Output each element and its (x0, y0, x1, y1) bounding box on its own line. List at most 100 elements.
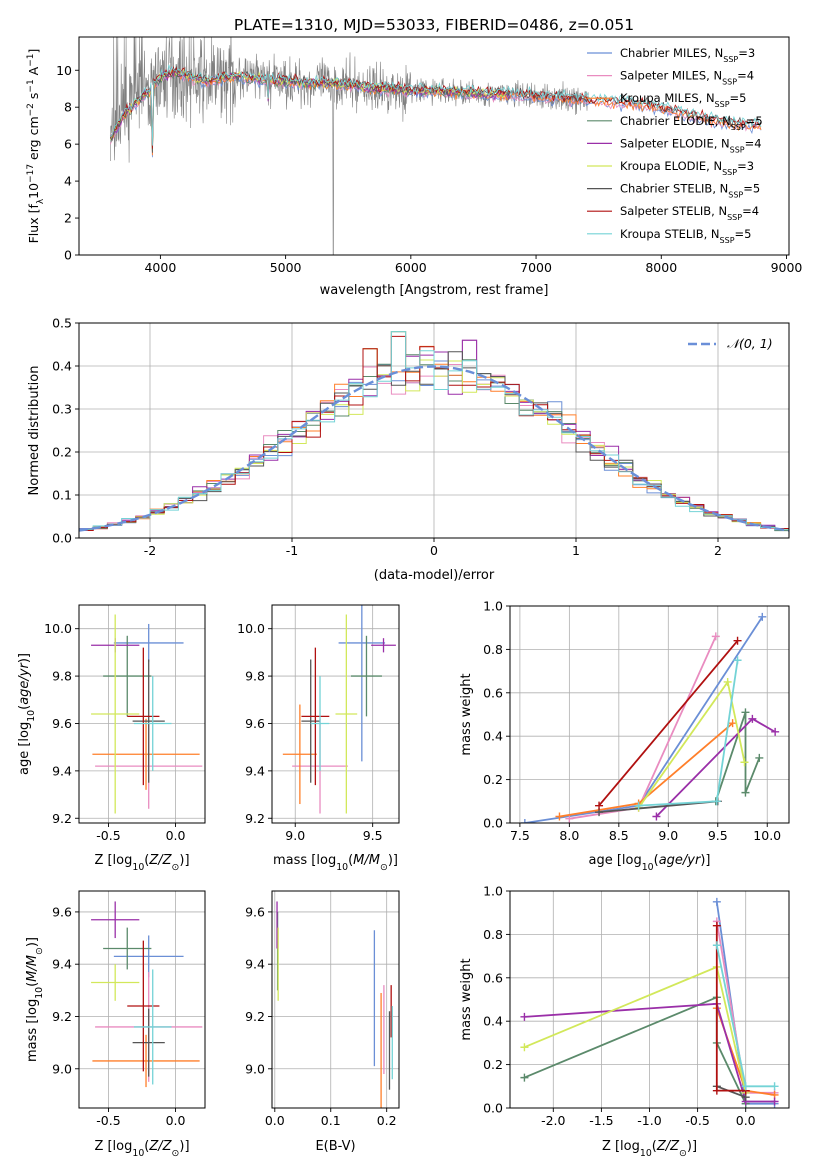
error-point (133, 676, 172, 771)
y-tick-label: 9.4 (245, 763, 265, 778)
error-point (371, 638, 396, 653)
x-tick-label: 0.0 (166, 828, 186, 843)
weight-marker (712, 941, 721, 950)
x-tick-label: 8.5 (609, 828, 629, 843)
y-tick-label: 1.0 (483, 884, 503, 899)
x-tick-label: -1.5 (589, 1113, 613, 1128)
panel-age-vs-mass: 9.0 9.5 9.2 9.4 9.6 9.8 10.0 (237, 604, 400, 843)
model-spectrum-kroupa-stelib (109, 64, 762, 146)
weight-marker (755, 753, 764, 762)
y-tick-label: 10.0 (44, 621, 72, 636)
legend-entry: Salpeter STELIB, NSSP=4 (620, 204, 759, 222)
y-tick-label: 9.2 (52, 1009, 72, 1024)
weight-marker (520, 1073, 529, 1082)
error-point (91, 964, 140, 1001)
y-tick-label: 6 (64, 137, 72, 152)
y-axis-label: Normed distribution (27, 366, 42, 496)
weight-marker (733, 656, 742, 665)
y-tick-label: 9.8 (245, 669, 265, 684)
x-tick-label: 9.0 (285, 828, 305, 843)
y-tick-label: 0.2 (483, 772, 503, 787)
legend-entry: Chabrier STELIB, NSSP=5 (620, 182, 760, 200)
x-axis-label: wavelength [Angstrom, rest frame] (320, 283, 549, 298)
y-tick-label: 9.2 (245, 811, 265, 826)
error-point (92, 1034, 200, 1088)
panel-spectrum: 4000 5000 6000 7000 8000 9000 0 2 4 6 8 10 wavelengt… (56, 36, 802, 298)
y-tick-label: 9.6 (52, 904, 72, 919)
x-tick-label: 9.0 (658, 828, 678, 843)
error-point (113, 623, 184, 662)
weight-marker (712, 897, 721, 906)
axes-frame (271, 890, 400, 1109)
y-tick-label: 0.5 (52, 316, 72, 331)
y-tick-label: 0.0 (52, 531, 72, 546)
x-tick-label: 6000 (395, 260, 427, 275)
weight-marker (652, 812, 661, 821)
weight-line-chabrier-stelib (716, 1085, 747, 1099)
error-point (132, 1008, 165, 1077)
x-tick-label: 9.5 (363, 828, 383, 843)
y-tick-label: 0.4 (483, 1014, 503, 1029)
axes-frame (78, 36, 790, 256)
panel-mass-weight-vs-age: 7.5 8.0 8.5 9.0 9.5 10.0 0.0 0.2 0.4 0.6 0.8 1.0 mas… (459, 599, 790, 843)
axes-frame (271, 604, 400, 824)
error-point (310, 676, 330, 771)
legend-entry: 𝒩(0, 1) (727, 336, 773, 351)
y-tick-label: 0.6 (483, 685, 503, 700)
y-tick-label: 9.4 (52, 957, 72, 972)
y-tick-label: 4 (64, 174, 72, 189)
weight-marker (712, 921, 721, 930)
legend-entry: Chabrier MILES, NSSP=3 (620, 46, 755, 64)
weight-line-salpeter-elodie (524, 1002, 775, 1103)
y-tick-label: 9.2 (52, 811, 72, 826)
y-tick-label: 0.1 (52, 488, 72, 503)
y-axis-label: mass [log10(M/M⊙)] (25, 937, 45, 1062)
error-point (133, 969, 172, 1085)
weight-marker (733, 636, 742, 645)
y-tick-label: 1.0 (483, 599, 503, 614)
panel-mass-weight-vs-Z: -2.0 -1.5 -1.0 -0.5 0.0 0.0 0.2 0.4 0.6 0.8 1.0 mas… (459, 884, 790, 1128)
y-tick-label: 9.6 (245, 904, 265, 919)
weight-marker (520, 1043, 529, 1052)
plot-area (520, 897, 779, 1108)
plot-area (79, 331, 789, 538)
y-tick-label: 8 (64, 100, 72, 115)
model-spectrum-salpeter-stelib (109, 66, 762, 149)
histogram-kroupa-stelib (79, 331, 789, 538)
weight-marker (565, 814, 574, 823)
x-axis-label: E(B-V) (315, 1139, 355, 1154)
error-point (127, 940, 160, 1072)
plot-area (282, 605, 396, 814)
panel-age-vs-Z: -0.5 0.0 9.2 9.4 9.6 9.8 10.0 (44, 604, 206, 843)
weight-line-chabrier-elodie (714, 712, 761, 802)
panel-mass-vs-EBV: 0.0 0.1 0.2 9.0 9.2 9.4 9.6 E(B-V) (245, 890, 400, 1154)
y-tick-label: 0.3 (52, 402, 72, 417)
weight-marker (712, 797, 721, 806)
x-tick-label: -0.5 (685, 1113, 709, 1128)
y-tick-label: 10.0 (237, 621, 265, 636)
x-tick-label: -1.0 (637, 1113, 661, 1128)
error-point (127, 647, 160, 786)
x-tick-label: -1 (286, 543, 298, 558)
figure-title: PLATE=1310, MJD=53033, FIBERID=0486, z=0… (234, 16, 634, 34)
x-tick-label: 8.0 (559, 828, 579, 843)
weight-line-salpeter-stelib (598, 640, 739, 807)
x-axis-label: Z [log10(Z/Z⊙)] (94, 853, 189, 873)
y-tick-label: 9.0 (52, 1061, 72, 1076)
error-point (335, 614, 358, 814)
y-tick-label: 0.0 (483, 816, 503, 831)
plot-area (91, 901, 203, 1088)
weight-marker (771, 727, 780, 736)
panel-residual-histogram: -2 -1 0 1 2 0.0 0.1 0.2 0.3 0.4 0.5 𝒩(0, 1) (data-mo… (27, 316, 790, 583)
x-axis-label: age [log10(age/yr)] (588, 853, 710, 873)
error-point (132, 659, 165, 783)
legend-entry: Kroupa ELODIE, NSSP=3 (620, 159, 754, 177)
y-tick-label: 0.4 (52, 359, 72, 374)
y-axis-label: age [log10(age/yr)] (17, 653, 37, 775)
legend-entry: Kroupa MILES, NSSP=5 (620, 91, 746, 109)
y-tick-label: 9.2 (245, 1009, 265, 1024)
axes-frame (78, 890, 206, 1109)
y-axis-label: mass weight (459, 673, 474, 755)
y-tick-label: 0.8 (483, 642, 503, 657)
